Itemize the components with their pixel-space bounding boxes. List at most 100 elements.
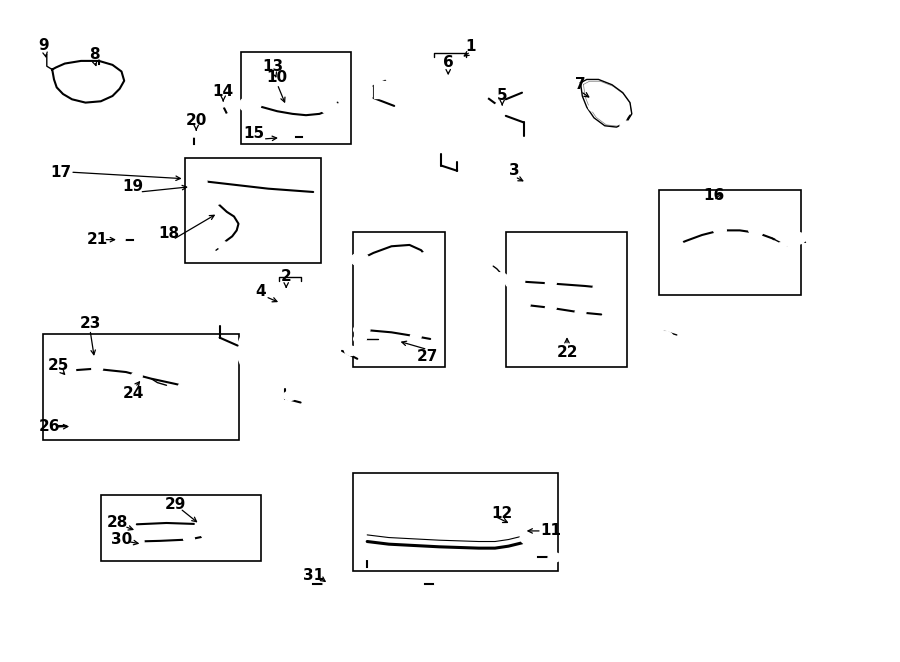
Circle shape: [750, 228, 762, 238]
Circle shape: [68, 422, 80, 431]
Circle shape: [545, 304, 556, 312]
Text: 20: 20: [185, 113, 207, 128]
Text: 11: 11: [540, 524, 562, 538]
Circle shape: [345, 346, 357, 355]
Circle shape: [215, 98, 228, 107]
Circle shape: [205, 532, 212, 538]
Bar: [506, 232, 627, 367]
Circle shape: [518, 302, 526, 307]
Circle shape: [389, 85, 400, 93]
Bar: [659, 190, 801, 295]
Circle shape: [284, 391, 296, 401]
Text: 3: 3: [509, 164, 520, 178]
Text: 30: 30: [111, 532, 132, 547]
Circle shape: [520, 530, 542, 545]
Circle shape: [445, 156, 455, 164]
Circle shape: [274, 81, 284, 88]
Polygon shape: [580, 79, 632, 127]
Text: 10: 10: [266, 70, 288, 85]
Circle shape: [714, 226, 726, 235]
Polygon shape: [52, 61, 124, 103]
Bar: [241, 52, 351, 144]
Circle shape: [316, 95, 328, 104]
Bar: [374, 81, 408, 98]
Circle shape: [325, 104, 334, 111]
Text: 13: 13: [262, 59, 284, 73]
Circle shape: [270, 78, 288, 91]
Circle shape: [187, 170, 205, 183]
Circle shape: [589, 103, 599, 111]
Bar: [353, 232, 445, 367]
Text: 23: 23: [79, 316, 101, 330]
Text: 12: 12: [491, 506, 513, 520]
Text: 22: 22: [556, 345, 578, 359]
Circle shape: [196, 179, 203, 185]
Circle shape: [61, 367, 70, 374]
Circle shape: [494, 103, 507, 112]
Circle shape: [518, 175, 536, 188]
Circle shape: [196, 510, 209, 520]
Circle shape: [514, 299, 530, 310]
Circle shape: [195, 517, 215, 532]
Circle shape: [500, 132, 511, 140]
Bar: [43, 334, 239, 440]
Circle shape: [509, 168, 545, 195]
Circle shape: [256, 326, 324, 376]
Circle shape: [418, 252, 435, 264]
Text: 6: 6: [443, 56, 454, 70]
Circle shape: [192, 173, 201, 180]
Text: 19: 19: [122, 179, 144, 194]
Circle shape: [202, 530, 216, 540]
Circle shape: [56, 363, 76, 378]
Bar: [101, 495, 261, 561]
Text: 28: 28: [106, 516, 128, 530]
Circle shape: [282, 132, 294, 142]
Circle shape: [548, 553, 561, 562]
Circle shape: [354, 324, 370, 336]
Circle shape: [112, 235, 125, 244]
Circle shape: [126, 535, 144, 548]
Circle shape: [789, 232, 806, 244]
Circle shape: [356, 256, 364, 263]
Text: 9: 9: [38, 38, 49, 52]
Circle shape: [320, 101, 338, 114]
Circle shape: [210, 195, 222, 205]
Circle shape: [575, 308, 586, 316]
Circle shape: [500, 85, 511, 93]
Circle shape: [245, 101, 256, 109]
Bar: [184, 158, 321, 263]
Circle shape: [593, 281, 613, 295]
Circle shape: [423, 256, 430, 261]
Text: 1: 1: [465, 39, 476, 54]
Circle shape: [493, 273, 508, 283]
Circle shape: [668, 242, 679, 250]
Circle shape: [222, 346, 235, 355]
Circle shape: [183, 384, 192, 391]
Circle shape: [97, 83, 110, 92]
Circle shape: [526, 534, 536, 542]
Text: 14: 14: [212, 84, 234, 99]
Circle shape: [130, 538, 140, 545]
Circle shape: [414, 86, 486, 139]
Text: 16: 16: [703, 188, 724, 203]
Circle shape: [351, 253, 369, 266]
Circle shape: [655, 331, 673, 344]
Circle shape: [432, 99, 468, 126]
Text: 26: 26: [39, 420, 60, 434]
Circle shape: [773, 238, 793, 252]
Circle shape: [358, 327, 365, 332]
Text: 29: 29: [165, 497, 186, 512]
Circle shape: [188, 128, 201, 137]
Circle shape: [410, 332, 421, 340]
Circle shape: [545, 279, 556, 287]
Circle shape: [778, 242, 788, 248]
Circle shape: [389, 132, 400, 140]
Circle shape: [749, 226, 760, 234]
Circle shape: [361, 550, 374, 559]
Text: 5: 5: [497, 89, 508, 103]
Circle shape: [394, 71, 506, 154]
Circle shape: [92, 365, 103, 373]
Text: 4: 4: [256, 284, 266, 299]
Circle shape: [201, 521, 210, 528]
Text: 24: 24: [122, 387, 144, 401]
